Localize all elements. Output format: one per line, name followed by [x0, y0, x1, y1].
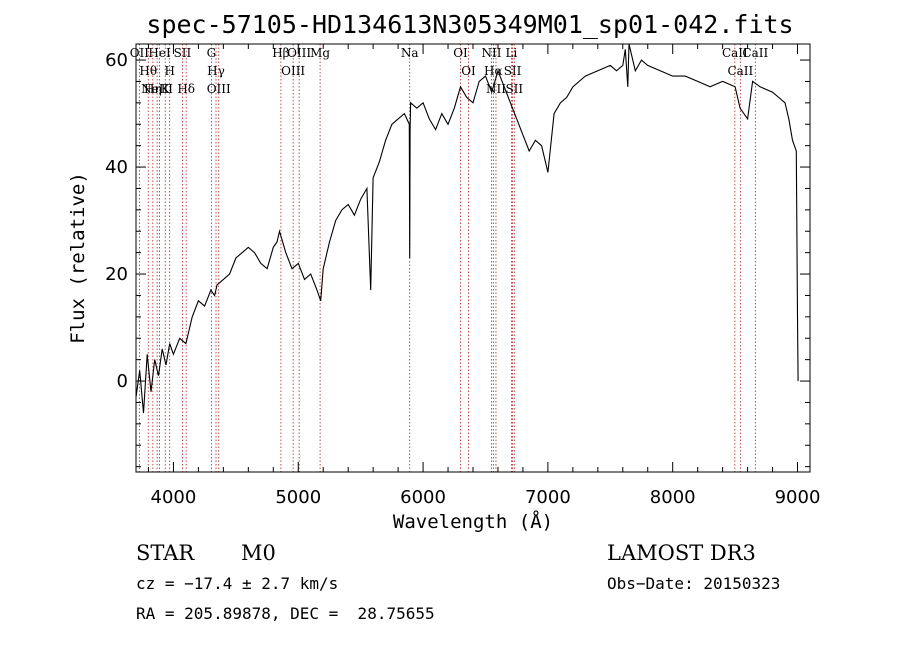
spectral-line-label: SII [504, 64, 522, 78]
spectral-line-label: Hβ [272, 46, 289, 60]
object-class: STAR [136, 541, 195, 565]
spectral-line-markers [138, 44, 756, 472]
x-axis-label: Wavelength (Å) [393, 510, 553, 533]
object-subclass: M0 [241, 541, 276, 565]
spectral-line-label: HeI [148, 46, 171, 60]
chart-title: spec-57105-HD134613N305349M01_sp01-042.f… [146, 10, 793, 39]
spectral-line-label: OI [453, 46, 468, 60]
spectral-line-label: Mg [310, 46, 330, 60]
y-tick-label: 60 [105, 50, 128, 71]
y-tick-label: 40 [105, 157, 128, 178]
spectral-line-label: Hδ [177, 82, 195, 96]
spectral-line-label: CaII [722, 46, 748, 60]
spectral-line-label: NII [486, 82, 506, 96]
spectral-line-label: NeIII [141, 82, 173, 96]
y-axis-ticks: 0 20 40 60 [105, 50, 810, 468]
y-axis-label: Flux (relative) [67, 172, 89, 344]
spectral-line-label: Hα [484, 64, 503, 78]
x-tick-label: 8000 [650, 487, 696, 508]
survey-name: LAMOST DR3 [607, 541, 756, 565]
y-tick-label: 20 [105, 264, 128, 285]
x-tick-label: 9000 [775, 487, 821, 508]
spectral-line-label: CaII [727, 64, 753, 78]
spectral-line-label: H [164, 64, 174, 78]
spectral-line-label: OII [130, 46, 150, 60]
spectral-line-label: Hγ [207, 64, 225, 78]
x-tick-label: 4000 [151, 487, 197, 508]
coordinates-info: RA = 205.89878, DEC = 28.75655 [136, 604, 435, 623]
x-tick-label: 7000 [525, 487, 571, 508]
x-tick-label: 5000 [275, 487, 321, 508]
spectral-line-label: OIII [207, 82, 231, 96]
redshift-info: cz = −17.4 ± 2.7 km/s [136, 574, 338, 593]
y-tick-label: 0 [117, 371, 128, 392]
spectrum-line [135, 43, 799, 414]
spectral-line-label: NII [481, 46, 501, 60]
observation-date: Obs−Date: 20150323 [607, 574, 780, 593]
spectral-line-label: Na [401, 46, 419, 60]
spectral-line-label: K [161, 82, 171, 96]
spectral-line-label: OIII [287, 46, 311, 60]
spectral-line-labels: OIIHθHηNeIIIHeIKHSIIHδGHγOIIIHβOIIIOIIIM… [130, 46, 769, 96]
spectral-line-label: Li [506, 46, 518, 60]
spectral-line-label: Hη [144, 82, 162, 96]
x-axis-ticks: 4000 5000 6000 7000 8000 9000 [147, 44, 821, 508]
plot-frame [135, 43, 811, 473]
spectral-line-label: OI [461, 64, 476, 78]
spectral-line-label: G [207, 46, 217, 60]
x-tick-label: 6000 [400, 487, 446, 508]
spectral-line-label: SII [505, 82, 523, 96]
spectral-line-label: SII [174, 46, 192, 60]
spectral-line-label: CaII [742, 46, 768, 60]
spectral-line-label: Hθ [139, 64, 157, 78]
spectral-line-label: OIII [281, 64, 305, 78]
